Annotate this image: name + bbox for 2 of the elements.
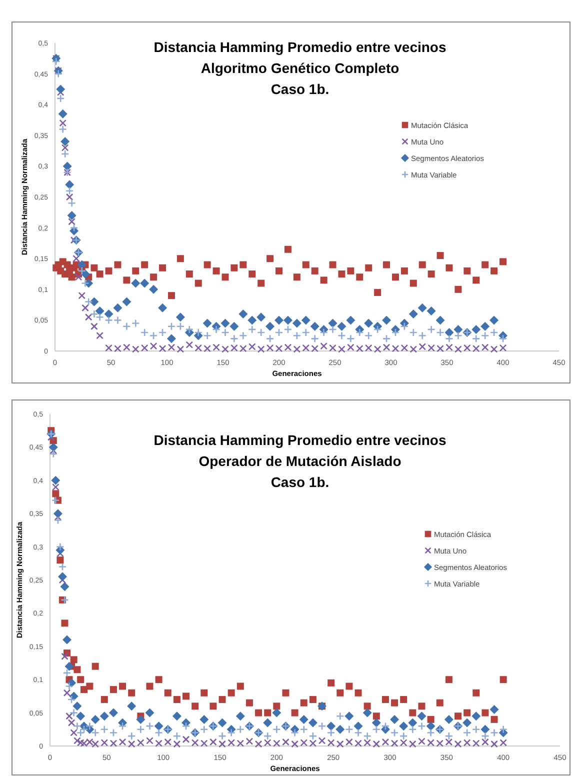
text: Distancia Hamming Promedio entre vecinos Operador de Mutación Aislado Caso 1b. bbox=[154, 432, 446, 490]
text: Distancia Hamming Promedio entre vecinos Algoritmo Genético Completo Caso 1b. bbox=[154, 39, 446, 97]
